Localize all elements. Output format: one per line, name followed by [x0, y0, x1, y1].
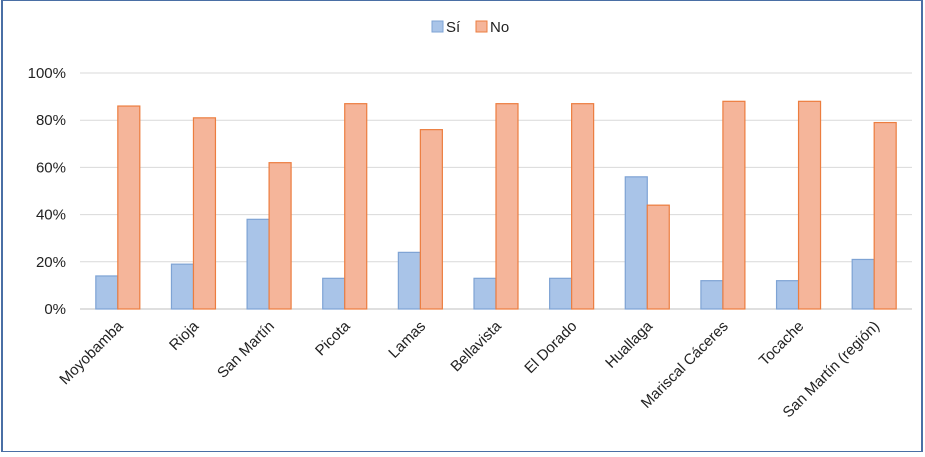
y-tick-label: 80%: [36, 112, 66, 129]
y-tick-label: 0%: [44, 301, 66, 318]
bar-no: [268, 162, 292, 310]
bars: [95, 100, 897, 310]
bar-si: [624, 176, 648, 310]
bar-si: [170, 263, 195, 310]
y-tick-label: 40%: [36, 207, 66, 224]
legend-swatch: [475, 20, 488, 33]
bar-si: [473, 277, 497, 310]
y-tick-label: 20%: [36, 254, 66, 271]
y-tick-label: 60%: [36, 159, 66, 176]
bar-no: [797, 100, 822, 310]
y-axis: 0% 20% 40% 60% 80% 100%: [28, 65, 66, 318]
bar-si: [851, 258, 875, 310]
bar-no: [646, 204, 670, 310]
bar-no: [117, 105, 141, 310]
bar-no: [344, 103, 368, 310]
legend-label: No: [490, 19, 509, 36]
legend-label: Sí: [446, 19, 461, 36]
bar-si: [397, 251, 421, 310]
bar-si: [549, 277, 573, 310]
bar-no: [495, 103, 519, 310]
bar-no: [722, 100, 746, 310]
bar-no: [419, 129, 443, 310]
bar-si: [775, 280, 800, 310]
bar-no: [192, 117, 217, 310]
bar-si: [322, 277, 346, 310]
y-tick-label: 100%: [28, 65, 66, 82]
legend: Sí No: [431, 19, 509, 36]
legend-swatch: [431, 20, 444, 33]
bar-no: [571, 103, 595, 310]
bar-no: [873, 121, 897, 310]
bar-si: [246, 218, 270, 310]
bar-si: [95, 275, 119, 310]
bar-si: [700, 280, 724, 310]
